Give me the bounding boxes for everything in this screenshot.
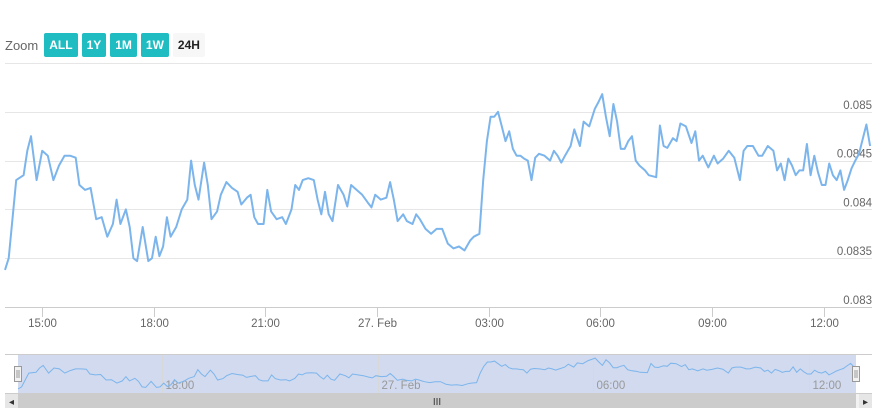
y-tick-label: 0.083 [843,295,872,307]
scroll-left-arrow-icon: ◂ [9,397,14,408]
navigator-selection-mask[interactable] [18,354,856,394]
navigator-left-handle[interactable] [14,366,22,382]
scrollbar[interactable]: III ◂ ▸ [5,394,872,408]
y-tick-label: 0.084 [843,197,872,209]
x-tick-label: 03:00 [475,318,504,330]
x-axis-ticks: 15:00 18:00 21:00 27. Feb 03:00 06:00 09:00 12:… [28,307,839,330]
zoom-all-button[interactable]: ALL [44,33,78,57]
navigator-tick-label: 27. Feb [382,380,421,392]
zoom-1w-button[interactable]: 1W [140,33,169,57]
price-series-line[interactable] [4,93,872,271]
x-tick-label: 18:00 [140,318,169,330]
grid-lines [5,63,872,308]
navigator-right-handle[interactable] [852,366,860,382]
navigator-series-line [17,357,855,390]
zoom-label: Zoom [5,37,39,53]
x-tick-label: 12:00 [810,318,839,330]
scroll-right-button[interactable] [859,394,872,408]
zoom-1y-button[interactable]: 1Y [81,33,107,57]
navigator-tick-label: 18:00 [166,380,195,392]
zoom-1m-button[interactable]: 1M [110,33,137,57]
y-tick-label: 0.0835 [837,246,872,258]
x-tick-label: 06:00 [586,318,615,330]
x-tick-label: 21:00 [251,318,280,330]
scroll-right-arrow-icon: ▸ [863,397,868,408]
scrollbar-thumb[interactable] [18,394,856,408]
scrollbar-grip-icon: III [433,397,441,408]
y-tick-label: 0.085 [843,100,872,112]
x-tick-label: 09:00 [698,318,727,330]
navigator: 18:00 27. Feb 06:00 12:00 [5,354,872,394]
zoom-24h-button[interactable]: 24H [172,33,205,57]
navigator-grid: 18:00 27. Feb 06:00 12:00 [162,355,842,393]
navigator-tick-label: 06:00 [597,380,626,392]
navigator-tick-label: 12:00 [813,380,842,392]
x-tick-label: 15:00 [28,318,57,330]
x-tick-label: 27. Feb [358,318,397,330]
y-axis-labels: 0.0835 0.084 0.0845 0.085 0.083 [837,100,873,307]
y-tick-label: 0.0845 [837,149,872,161]
zoom-selector: Zoom ALL 1Y 1M 1W 24H [5,32,209,58]
scroll-left-button[interactable] [5,394,18,408]
